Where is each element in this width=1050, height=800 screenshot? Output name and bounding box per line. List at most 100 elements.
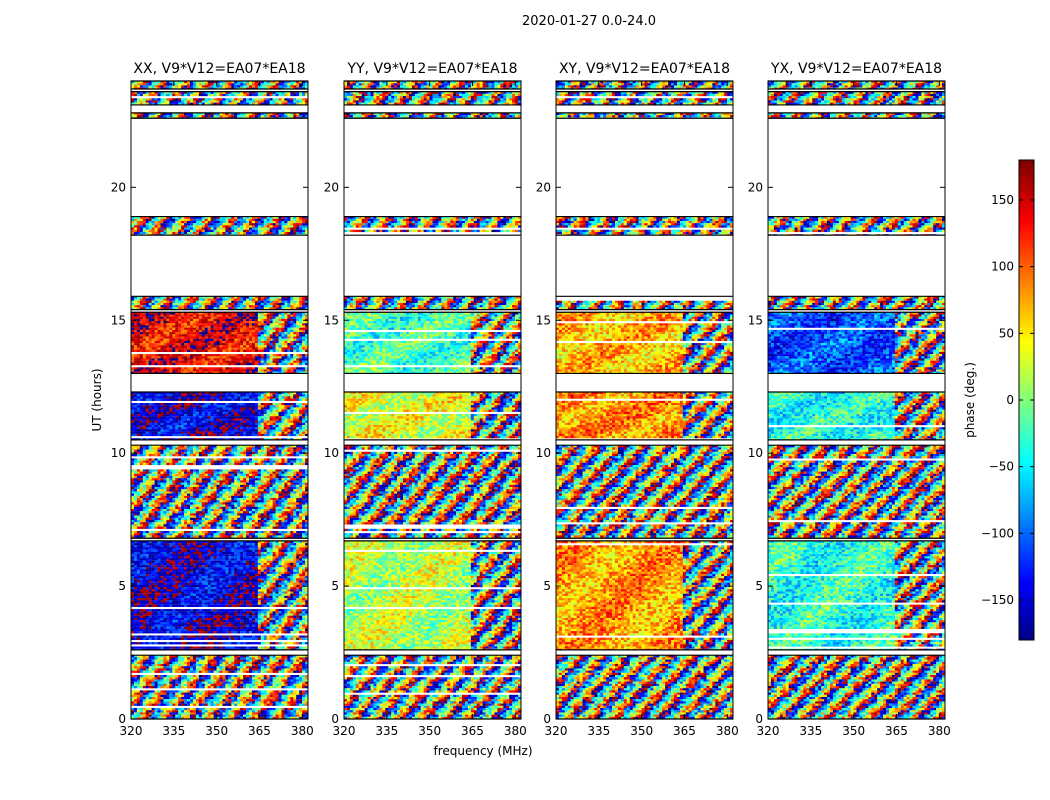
heatmap-cell — [154, 551, 158, 555]
heatmap-cell — [275, 712, 279, 715]
heatmap-cell — [178, 635, 182, 638]
heatmap-cell — [178, 589, 182, 592]
heatmap-cell — [269, 613, 273, 616]
heatmap-cell — [210, 600, 214, 603]
heatmap-cell — [172, 635, 176, 638]
heatmap-cell — [284, 551, 288, 555]
heatmap-cell — [243, 571, 247, 574]
heatmap-cell — [201, 657, 205, 660]
heatmap-cell — [269, 554, 273, 557]
heatmap-cell — [302, 589, 306, 592]
heatmap-cell — [278, 655, 282, 658]
heatmap-cell — [148, 473, 152, 477]
heatmap-cell — [278, 609, 282, 612]
heatmap-cell — [219, 584, 223, 588]
heatmap-cell — [148, 469, 152, 472]
heatmap-cell — [201, 626, 205, 629]
heatmap-cell — [136, 582, 141, 585]
heatmap-cell — [151, 600, 155, 603]
heatmap-cell — [175, 445, 179, 448]
heatmap-cell — [302, 595, 306, 599]
heatmap-cell — [263, 582, 267, 585]
heatmap-cell — [178, 565, 182, 568]
heatmap-cell — [257, 571, 261, 574]
heatmap-cell — [272, 584, 276, 588]
heatmap-cell — [139, 595, 143, 599]
heatmap-cell — [243, 445, 247, 448]
heatmap-cell — [198, 551, 202, 555]
heatmap-cell — [184, 584, 188, 588]
heatmap-cell — [157, 582, 161, 585]
heatmap-cell — [225, 710, 229, 713]
heatmap-cell — [145, 471, 149, 474]
heatmap-cell — [139, 475, 143, 479]
heatmap-cell — [302, 703, 306, 706]
heatmap-cell — [154, 589, 158, 592]
heatmap-cell — [266, 447, 270, 450]
heatmap-cell — [145, 554, 149, 557]
heatmap-cell — [249, 458, 253, 461]
heatmap-cell — [287, 611, 291, 614]
heatmap-cell — [133, 686, 138, 689]
heatmap-cell — [151, 681, 155, 684]
heatmap-cell — [195, 471, 200, 474]
heatmap-cell — [290, 624, 294, 627]
heatmap-cell — [210, 602, 214, 605]
heatmap-cell — [263, 675, 267, 678]
heatmap-cell — [231, 613, 235, 616]
heatmap-cell — [275, 571, 279, 574]
heatmap-cell — [234, 637, 238, 640]
heatmap-cell — [148, 694, 152, 698]
heatmap-cell — [249, 683, 253, 687]
heatmap-cell — [228, 664, 232, 667]
heatmap-cell — [204, 560, 208, 563]
heatmap-cell — [299, 562, 303, 566]
heatmap-cell — [163, 473, 167, 477]
heatmap-cell — [257, 701, 261, 704]
heatmap-cell — [222, 710, 226, 713]
heatmap-cell — [195, 712, 200, 715]
heatmap-cell — [284, 628, 288, 632]
heatmap-cell — [231, 622, 235, 625]
heatmap-cell — [305, 589, 309, 592]
heatmap-cell — [192, 710, 197, 713]
heatmap-cell — [299, 615, 303, 618]
heatmap-cell — [201, 595, 205, 599]
heatmap-cell — [284, 595, 288, 599]
heatmap-cell — [257, 591, 261, 594]
heatmap-cell — [272, 453, 276, 457]
heatmap-cell — [222, 458, 226, 461]
heatmap-cell — [157, 595, 161, 599]
heatmap-cell — [263, 657, 267, 660]
heatmap-cell — [169, 598, 173, 601]
heatmap-cell — [187, 626, 191, 629]
heatmap-cell — [204, 677, 208, 680]
heatmap-cell — [139, 453, 143, 457]
heatmap-cell — [269, 602, 273, 605]
heatmap-cell — [198, 578, 202, 581]
heatmap-cell — [275, 683, 279, 687]
heatmap-cell — [148, 609, 152, 612]
heatmap-cell — [240, 458, 244, 461]
heatmap-cell — [275, 462, 279, 466]
heatmap-cell — [243, 617, 247, 621]
heatmap-cell — [163, 624, 167, 627]
heatmap-cell — [231, 611, 235, 614]
heatmap-cell — [154, 620, 158, 623]
heatmap-cell — [260, 558, 264, 561]
heatmap-cell — [263, 609, 267, 612]
heatmap-cell — [249, 712, 253, 715]
heatmap-cell — [269, 589, 273, 592]
heatmap-cell — [219, 591, 223, 594]
heatmap-cell — [148, 622, 152, 625]
heatmap-cell — [290, 589, 294, 592]
heatmap-cell — [136, 587, 141, 590]
heatmap-cell — [249, 637, 253, 640]
heatmap-cell — [181, 473, 185, 477]
heatmap-cell — [139, 655, 143, 658]
heatmap-cell — [181, 471, 185, 474]
heatmap-cell — [151, 609, 155, 612]
heatmap-cell — [198, 690, 202, 693]
heatmap-cell — [133, 626, 138, 629]
heatmap-cell — [145, 449, 149, 452]
